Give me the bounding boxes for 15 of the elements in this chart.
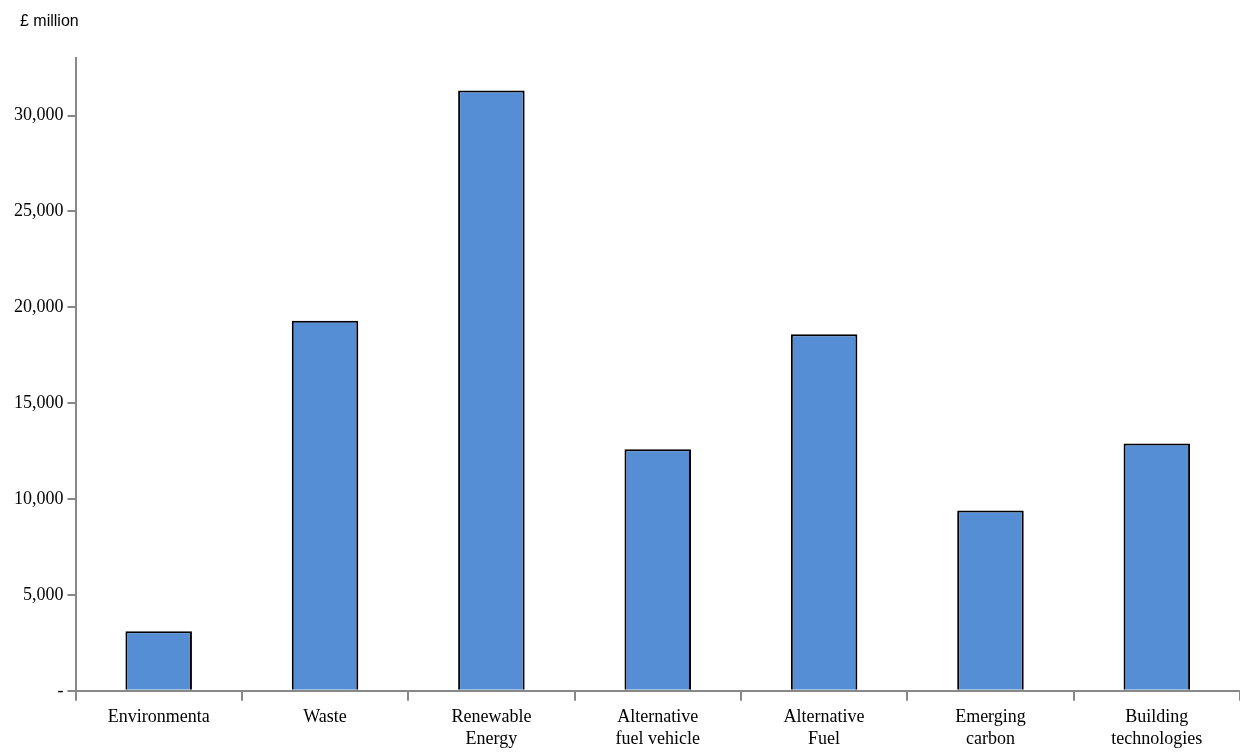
y-tick-label: 25,000 xyxy=(14,200,64,221)
x-tick-label: Alternative Fuel xyxy=(783,706,865,748)
x-tick-label: Waste xyxy=(303,706,347,727)
y-axis-title: £ million xyxy=(20,12,79,30)
y-tick-label: - xyxy=(57,679,64,700)
x-tick-label: Emerging carbon xyxy=(955,706,1026,748)
y-tick-label: 15,000 xyxy=(14,391,64,412)
y-tick-label: 30,000 xyxy=(14,104,64,125)
x-tick-label: Environmenta xyxy=(107,706,210,727)
y-tick-label: 5,000 xyxy=(23,583,64,604)
y-tick-label: 20,000 xyxy=(14,296,64,317)
x-tick-label: Renewable Energy xyxy=(451,706,532,748)
x-tick-label: Building technologies xyxy=(1111,706,1203,748)
x-tick-label: Alternative fuel vehicle xyxy=(615,706,700,748)
y-tick-label: 10,000 xyxy=(14,487,64,508)
